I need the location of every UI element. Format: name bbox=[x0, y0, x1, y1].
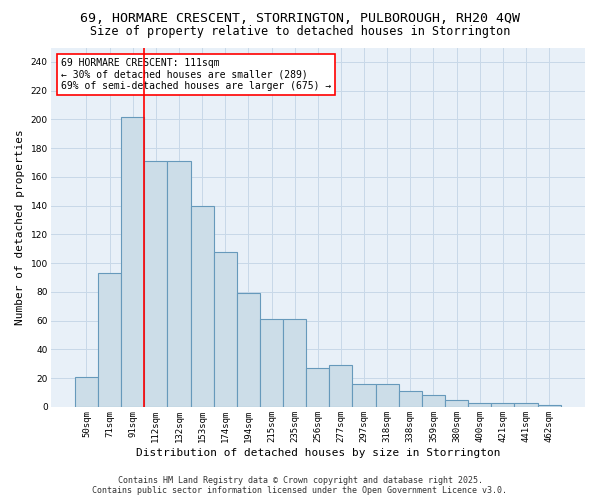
Bar bbox=[352, 384, 376, 407]
Bar bbox=[237, 294, 260, 407]
Bar bbox=[214, 252, 237, 407]
Bar bbox=[75, 376, 98, 407]
Bar bbox=[399, 391, 422, 407]
Bar bbox=[376, 384, 399, 407]
Bar bbox=[445, 400, 468, 407]
Bar bbox=[167, 161, 191, 407]
Bar bbox=[144, 161, 167, 407]
Bar bbox=[468, 402, 491, 407]
Text: 69, HORMARE CRESCENT, STORRINGTON, PULBOROUGH, RH20 4QW: 69, HORMARE CRESCENT, STORRINGTON, PULBO… bbox=[80, 12, 520, 26]
Text: 69 HORMARE CRESCENT: 111sqm
← 30% of detached houses are smaller (289)
69% of se: 69 HORMARE CRESCENT: 111sqm ← 30% of det… bbox=[61, 58, 332, 92]
X-axis label: Distribution of detached houses by size in Storrington: Distribution of detached houses by size … bbox=[136, 448, 500, 458]
Bar bbox=[329, 365, 352, 407]
Bar bbox=[283, 319, 306, 407]
Bar bbox=[191, 206, 214, 407]
Text: Contains HM Land Registry data © Crown copyright and database right 2025.
Contai: Contains HM Land Registry data © Crown c… bbox=[92, 476, 508, 495]
Bar bbox=[491, 402, 514, 407]
Bar bbox=[538, 406, 561, 407]
Bar bbox=[514, 402, 538, 407]
Bar bbox=[121, 116, 144, 407]
Bar bbox=[98, 273, 121, 407]
Y-axis label: Number of detached properties: Number of detached properties bbox=[15, 130, 25, 325]
Bar bbox=[422, 396, 445, 407]
Text: Size of property relative to detached houses in Storrington: Size of property relative to detached ho… bbox=[90, 25, 510, 38]
Bar bbox=[306, 368, 329, 407]
Bar bbox=[260, 319, 283, 407]
